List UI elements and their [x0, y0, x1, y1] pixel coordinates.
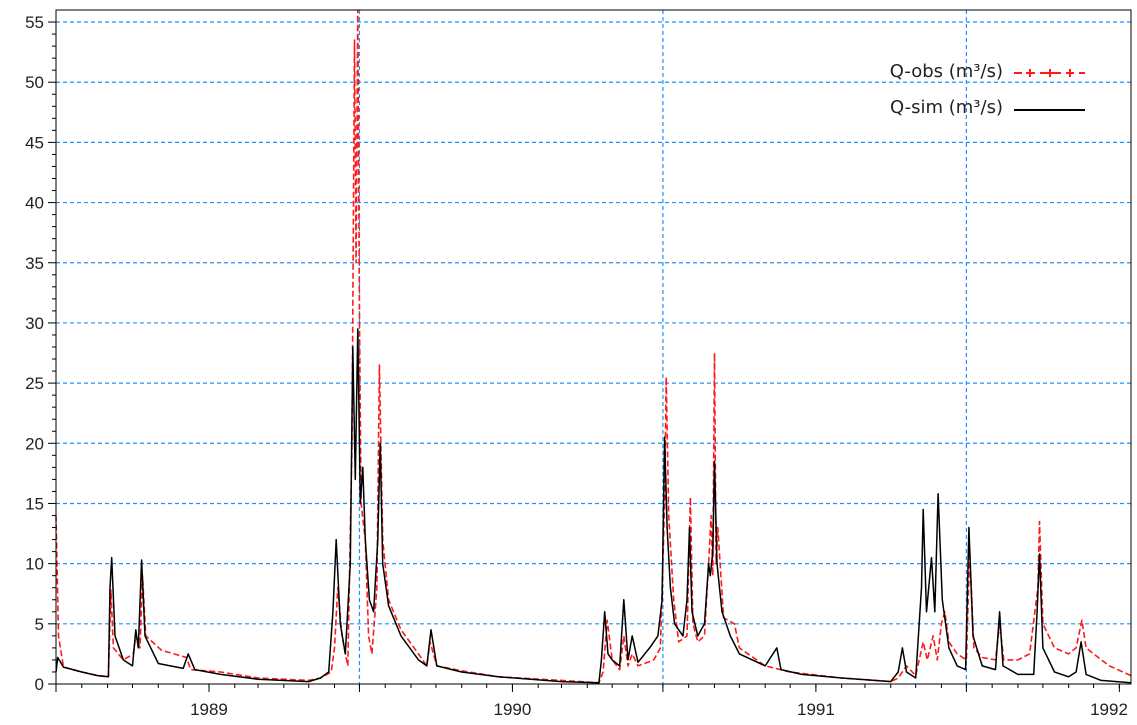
legend-label-sim: Q-sim (m³/s): [890, 97, 1003, 118]
y-tick-label: 35: [25, 254, 44, 273]
y-tick-label: 25: [25, 374, 44, 393]
y-tick-label: 5: [35, 615, 44, 634]
x-tick-label: 1992: [1090, 700, 1128, 719]
y-tick-label: 55: [25, 13, 44, 32]
y-tick-label: 45: [25, 133, 44, 152]
legend-label-obs: Q-obs (m³/s): [890, 61, 1003, 82]
series-layer: [55, 9, 1132, 684]
x-tick-label: 1991: [797, 700, 835, 719]
x-tick-label: 1990: [494, 700, 532, 719]
series-line-q-sim: [55, 328, 1132, 684]
y-tick-label: 15: [25, 494, 44, 513]
y-tick-label: 0: [35, 675, 44, 694]
legend: Q-obs (m³/s) Q-sim (m³/s): [890, 61, 1085, 118]
y-tick-label: 20: [25, 434, 44, 453]
y-tick-label: 10: [25, 555, 44, 574]
y-tick-label: 40: [25, 194, 44, 213]
axes: 0 5 10 15 20 25 30 35 40 45 50 55 1989 1990 1991 1992: [25, 9, 1132, 719]
y-tick-label: 50: [25, 73, 44, 92]
y-tick-label: 30: [25, 314, 44, 333]
series-line-q-obs: [55, 9, 1132, 684]
x-tick-label: 1989: [190, 700, 228, 719]
